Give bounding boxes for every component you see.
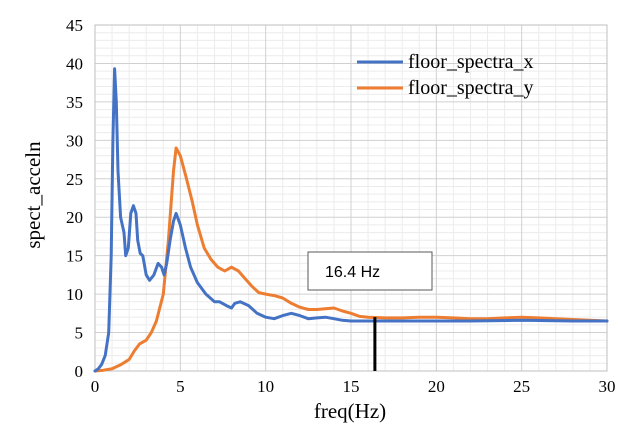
x-tick-label: 5 — [176, 377, 185, 396]
legend-label-x: floor_spectra_x — [408, 51, 534, 73]
annotation: 16.4 Hz — [307, 251, 433, 371]
y-tick-label: 30 — [66, 131, 83, 150]
x-tick-label: 20 — [428, 377, 445, 396]
annotation-box — [307, 251, 433, 291]
y-tick-label: 10 — [66, 285, 83, 304]
y-axis-title: spect_acceln — [21, 141, 45, 249]
legend: floor_spectra_x floor_spectra_y — [357, 51, 534, 99]
tick-labels: 0 5 10 15 20 25 30 0 5 10 15 20 25 30 35 40 45 — [66, 16, 616, 396]
plot-border — [94, 24, 608, 372]
x-tick-label: 0 — [91, 377, 100, 396]
x-tick-label: 25 — [513, 377, 530, 396]
series-line-y — [93, 146, 609, 373]
axes — [94, 24, 608, 372]
y-tick-label: 35 — [66, 93, 83, 112]
y-tick-label: 40 — [66, 54, 83, 73]
x-tick-label: 15 — [343, 377, 360, 396]
y-tick-label: 20 — [66, 208, 83, 227]
series-line-x — [93, 67, 609, 373]
y-tick-label: 25 — [66, 170, 83, 189]
y-tick-label: 15 — [66, 247, 83, 266]
legend-label-y: floor_spectra_y — [408, 77, 534, 99]
y-tick-label: 5 — [75, 324, 84, 343]
series-lines — [93, 67, 609, 373]
x-tick-label: 30 — [599, 377, 616, 396]
annotation-label: 16.4 Hz — [325, 264, 380, 281]
y-tick-label: 45 — [66, 16, 83, 35]
gridlines — [94, 24, 608, 372]
y-tick-label: 0 — [75, 362, 84, 381]
x-tick-label: 10 — [257, 377, 274, 396]
x-axis-title: freq(Hz) — [314, 399, 386, 423]
